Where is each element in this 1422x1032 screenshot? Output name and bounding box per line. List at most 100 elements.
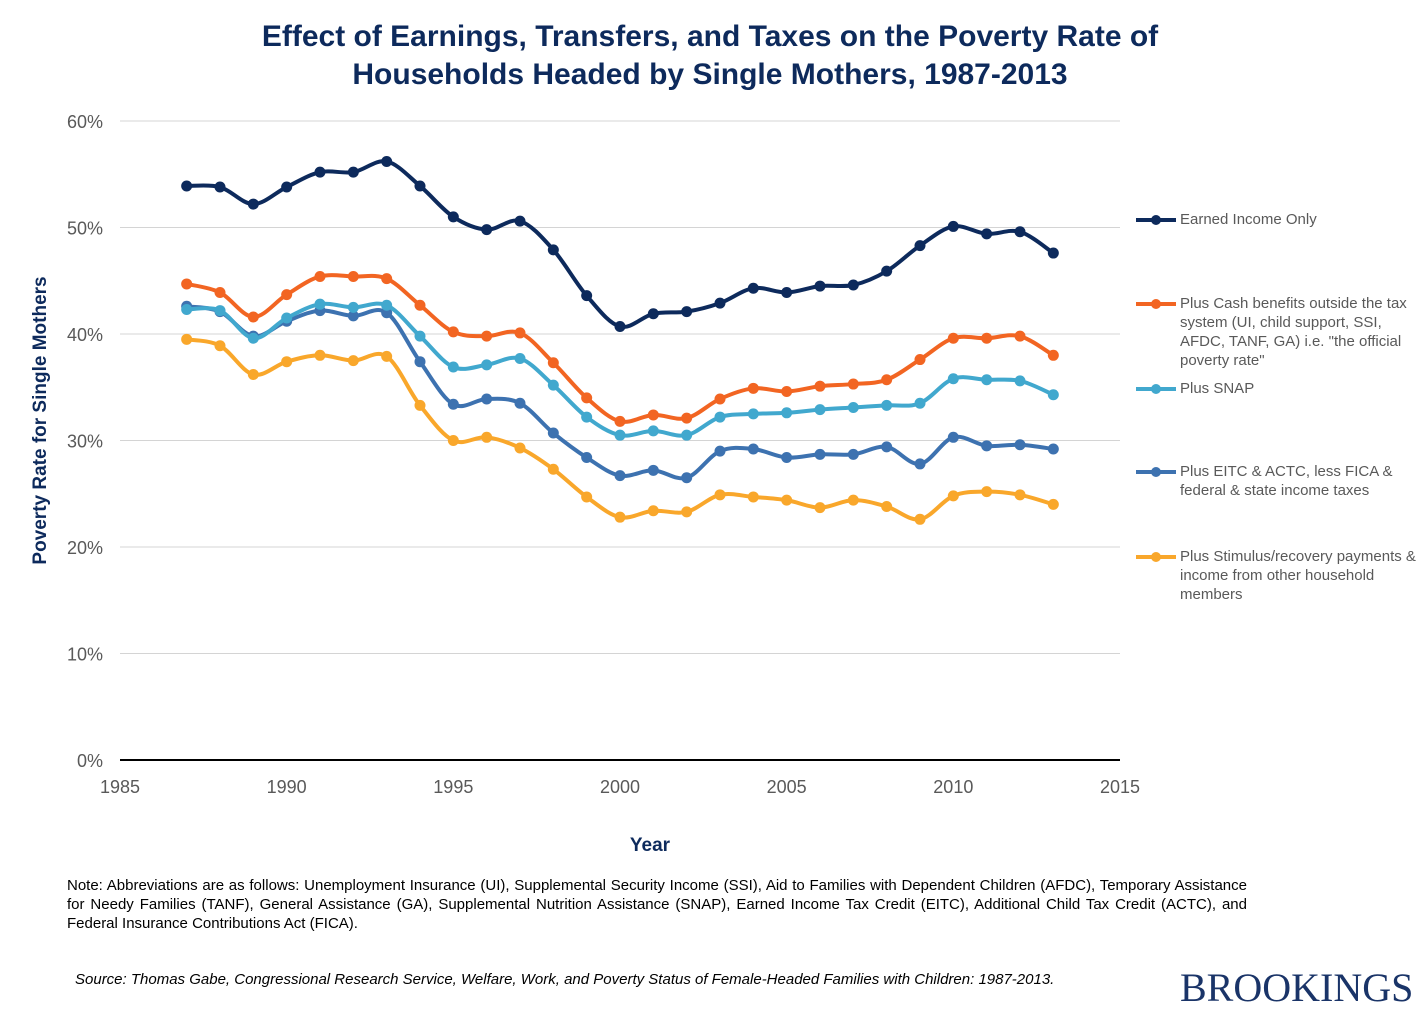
data-point (747, 382, 759, 394)
data-point (881, 441, 893, 453)
legend-swatch-cash-benefits (1136, 299, 1176, 309)
data-point (814, 280, 826, 292)
data-point (481, 431, 493, 443)
data-point (414, 356, 426, 368)
data-point (347, 166, 359, 178)
data-point (881, 374, 893, 386)
data-point (647, 308, 659, 320)
data-point (881, 399, 893, 411)
data-point (614, 321, 626, 333)
data-point (914, 240, 926, 252)
data-point (614, 511, 626, 523)
legend-label-cash-benefits: Plus Cash benefits outside the tax syste… (1180, 295, 1407, 369)
series-snap (181, 298, 1059, 441)
data-point (447, 398, 459, 410)
x-tick-label: 1995 (433, 777, 473, 797)
data-point (181, 304, 193, 316)
data-point (947, 373, 959, 385)
data-point (514, 397, 526, 409)
data-point (614, 470, 626, 482)
data-point (181, 278, 193, 290)
data-point (647, 425, 659, 437)
legend-swatch-earned-income (1136, 215, 1176, 225)
data-point (1047, 443, 1059, 455)
data-point (547, 427, 559, 439)
data-point (781, 407, 793, 419)
data-point (247, 311, 259, 323)
x-tick-label: 2000 (600, 777, 640, 797)
data-point (547, 463, 559, 475)
data-point (214, 181, 226, 193)
data-point (914, 397, 926, 409)
y-tick-label: 0% (77, 751, 103, 771)
series-layer (181, 155, 1059, 525)
data-point (281, 181, 293, 193)
data-point (914, 458, 926, 470)
data-point (747, 408, 759, 420)
data-point (714, 411, 726, 423)
data-point (681, 412, 693, 424)
data-point (547, 244, 559, 256)
data-point (347, 355, 359, 367)
x-tick-label: 2015 (1100, 777, 1140, 797)
x-tick-label: 1985 (100, 777, 140, 797)
data-point (514, 215, 526, 227)
chart-title-line-2: Households Headed by Single Mothers, 198… (352, 58, 1068, 91)
data-point (747, 282, 759, 294)
data-point (481, 330, 493, 342)
data-point (581, 290, 593, 302)
data-point (414, 299, 426, 311)
data-point (1047, 247, 1059, 259)
data-point (614, 415, 626, 427)
data-point (647, 409, 659, 421)
data-point (381, 155, 393, 167)
data-point (381, 350, 393, 362)
data-point (914, 354, 926, 366)
data-point (781, 494, 793, 506)
data-point (347, 270, 359, 282)
data-point (681, 306, 693, 318)
data-point (547, 379, 559, 391)
data-point (847, 401, 859, 413)
data-point (647, 464, 659, 476)
legend-swatch-snap (1136, 384, 1176, 394)
legend-swatch-stimulus (1136, 552, 1176, 562)
y-tick-label: 40% (67, 325, 103, 345)
data-point (1014, 375, 1026, 387)
data-point (414, 330, 426, 342)
series-line-eitc (184, 304, 1056, 481)
x-tick-label: 2005 (767, 777, 807, 797)
data-point (381, 299, 393, 311)
data-point (981, 228, 993, 240)
series-cash-benefits (181, 270, 1059, 427)
data-point (881, 501, 893, 513)
data-point (481, 359, 493, 371)
data-point (1047, 349, 1059, 361)
data-point (947, 431, 959, 443)
data-point (681, 429, 693, 441)
data-point (1014, 439, 1026, 451)
data-point (247, 198, 259, 210)
y-tick-label: 50% (67, 219, 103, 239)
data-point (647, 505, 659, 517)
data-point (847, 378, 859, 390)
y-axis-title: Poverty Rate for Single Mothers (30, 276, 51, 564)
data-point (314, 298, 326, 310)
data-point (1014, 226, 1026, 238)
data-point (814, 380, 826, 392)
data-point (714, 489, 726, 501)
data-point (681, 472, 693, 484)
data-point (447, 326, 459, 338)
data-point (214, 340, 226, 352)
x-axis-ticks: 1985 1990 1995 2000 2005 2010 2015 (100, 777, 1140, 797)
data-point (314, 270, 326, 282)
y-tick-label: 30% (67, 432, 103, 452)
data-point (214, 286, 226, 298)
gridlines (120, 120, 1120, 654)
data-point (747, 491, 759, 503)
data-point (947, 220, 959, 232)
data-point (1014, 330, 1026, 342)
brookings-logo: BROOKINGS (1180, 965, 1414, 1010)
data-point (981, 440, 993, 452)
data-point (514, 352, 526, 364)
